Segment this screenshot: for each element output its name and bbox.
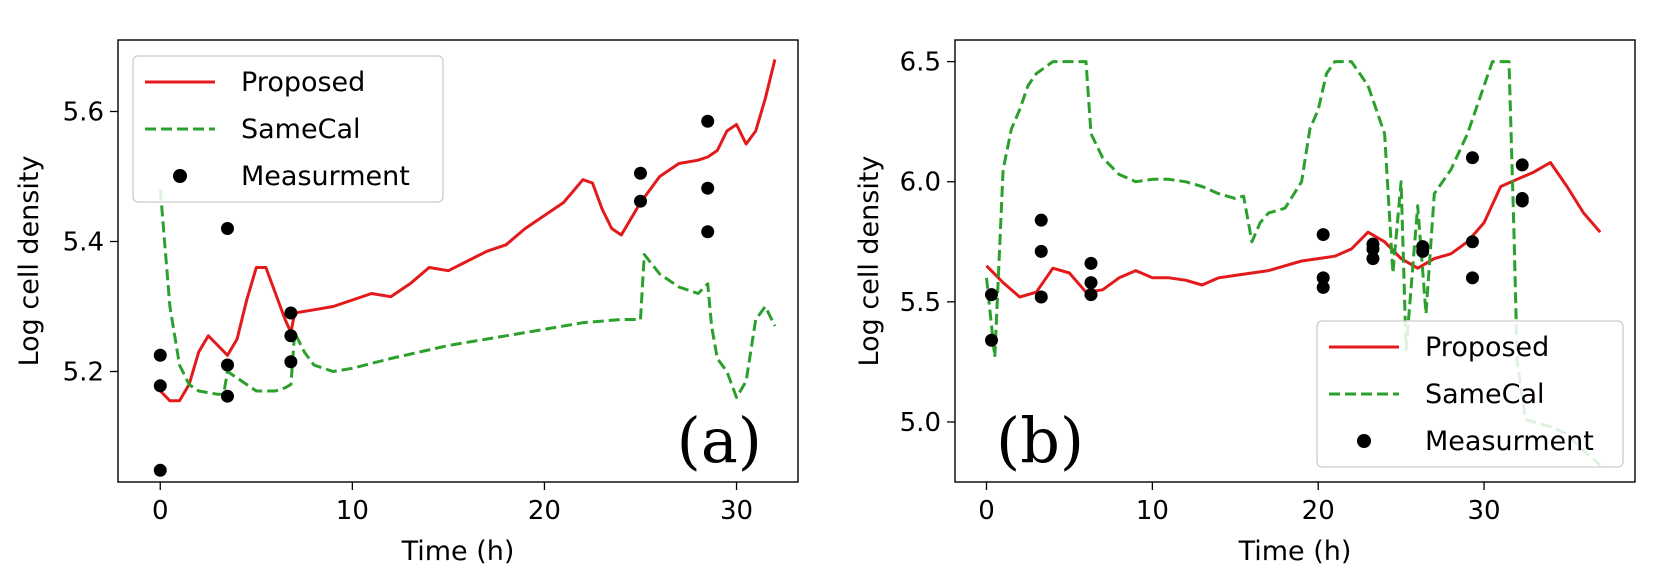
legend: Proposed SameCal Measurment: [1316, 320, 1624, 468]
measurement-point: [1416, 244, 1430, 258]
measurement-point: [1366, 242, 1380, 256]
x-tick-label: 10: [1136, 496, 1169, 526]
legend-label: SameCal: [241, 114, 361, 145]
measurement-point: [1034, 290, 1048, 304]
x-tick-label: 0: [152, 496, 169, 526]
measurement-point: [701, 114, 715, 128]
measurement-point: [1034, 244, 1048, 258]
measurement-point: [1366, 252, 1380, 266]
proposed-line: [159, 59, 777, 403]
y-axis-label: Log cell density: [854, 156, 885, 367]
x-tick-label: 0: [978, 496, 995, 526]
measurement-point: [1515, 158, 1529, 172]
measurement-point: [220, 358, 234, 372]
panel-label: (a): [677, 404, 762, 477]
y-tick-label: 5.2: [63, 358, 104, 388]
measurement-point: [1465, 235, 1479, 249]
measurement-point: [284, 306, 298, 320]
y-tick-label: 5.4: [63, 228, 104, 258]
legend-label: Proposed: [1425, 332, 1549, 363]
legend-box: [1316, 320, 1624, 468]
measurement-point: [153, 379, 167, 393]
measurement-point: [701, 181, 715, 195]
y-axis-label: Log cell density: [14, 156, 45, 367]
measurement-point: [1465, 271, 1479, 285]
plot-frame: [117, 39, 799, 483]
measurement-point: [633, 194, 647, 208]
samecal-line: [985, 60, 1602, 467]
x-tick-label: 20: [528, 496, 561, 526]
y-tick-label: 5.6: [63, 98, 104, 128]
chart-panel-a: 0 10 20 30 5.2 5.4 5.6 Time (h) Log cell density…: [14, 39, 799, 566]
x-tick-label: 30: [1468, 496, 1501, 526]
measurement-point: [220, 389, 234, 403]
measurement-point: [1316, 271, 1330, 285]
measurement-point: [1084, 288, 1098, 302]
measurement-point: [633, 166, 647, 180]
measurement-point: [153, 463, 167, 477]
measurement-point: [1515, 194, 1529, 208]
measurement-point: [1084, 256, 1098, 270]
measurement-point: [1465, 151, 1479, 165]
samecal-line: [158, 189, 777, 399]
plot-frame: [954, 39, 1636, 483]
y-tick-label: 6.5: [900, 48, 941, 78]
measurement-point: [1084, 276, 1098, 290]
plot-area: [153, 59, 777, 477]
legend-label: Proposed: [241, 67, 365, 98]
y-tick-label: 5.0: [900, 408, 941, 438]
legend-label: SameCal: [1425, 379, 1545, 410]
x-axis-label: Time (h): [401, 536, 515, 566]
y-tick-label: 6.0: [900, 168, 941, 198]
legend-marker: [1357, 434, 1371, 448]
measurement-point: [153, 348, 167, 362]
x-axis-label: Time (h): [1238, 536, 1352, 566]
x-tick-label: 20: [1302, 496, 1335, 526]
x-tick-label: 30: [720, 496, 753, 526]
measurement-point: [984, 333, 998, 347]
measurement-point: [1316, 228, 1330, 242]
panel-label: (b): [996, 404, 1084, 477]
x-tick-label: 10: [336, 496, 369, 526]
measurement-point: [284, 329, 298, 343]
legend-marker: [173, 169, 187, 183]
chart-panel-b: 0 10 20 30 5.0 5.5 6.0 6.5 Time (h) Log cell dens…: [854, 39, 1636, 566]
proposed-line: [985, 161, 1602, 299]
measurement-point: [220, 222, 234, 235]
legend-box: [132, 55, 444, 203]
legend: Proposed SameCal Measurment: [132, 55, 444, 203]
measurement-point: [1316, 280, 1330, 294]
legend-label: Measurment: [1425, 426, 1594, 457]
measurement-point: [1034, 213, 1048, 227]
plot-area: [984, 60, 1602, 467]
measurement-point: [984, 288, 998, 302]
measurement-point: [284, 355, 298, 369]
legend-label: Measurment: [241, 161, 410, 192]
y-tick-label: 5.5: [900, 288, 941, 318]
measurement-point: [701, 225, 715, 239]
